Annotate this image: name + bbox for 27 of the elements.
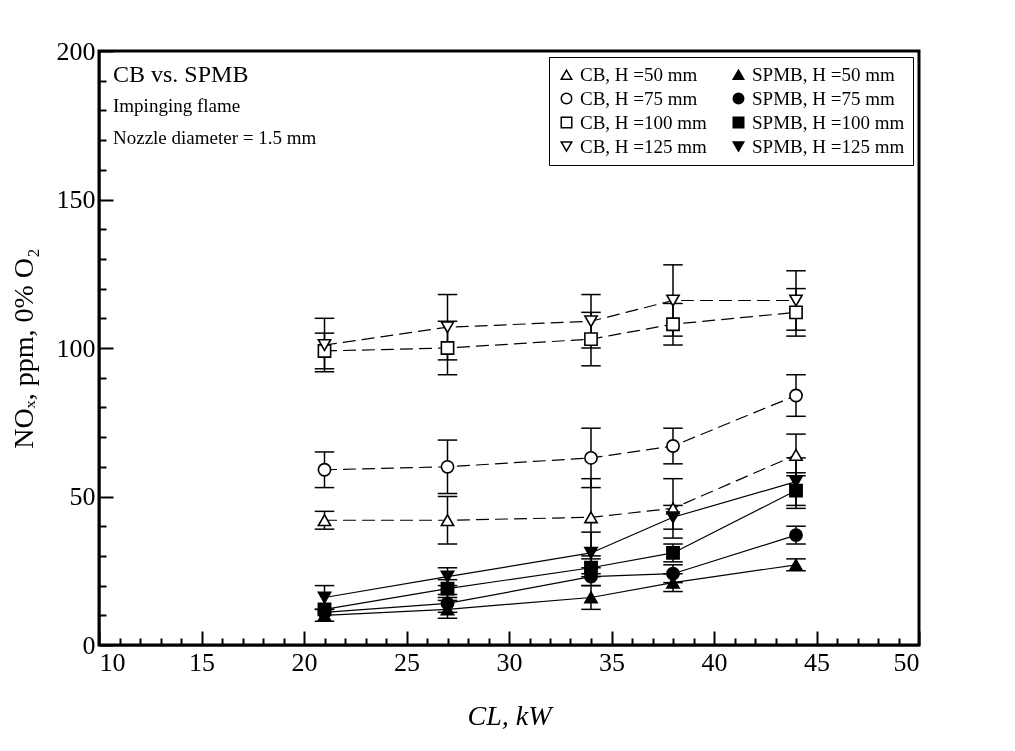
y-tick-label: 200 bbox=[56, 36, 96, 66]
x-tick-label: 20 bbox=[291, 647, 318, 677]
x-tick-label: 40 bbox=[701, 647, 728, 677]
y-tick-label: 100 bbox=[56, 333, 96, 363]
y-axis-title: NOₓ, ppm, 0% O₂ bbox=[7, 248, 39, 449]
x-tick-label: 10 bbox=[99, 647, 126, 677]
x-tick-label: 50 bbox=[893, 647, 920, 677]
annotation: Nozzle diameter = 1.5 mm bbox=[113, 127, 317, 148]
x-tick-label: 25 bbox=[394, 647, 420, 677]
y-tick-label: 50 bbox=[69, 482, 96, 511]
legend-label: CB, H =50 mm bbox=[580, 63, 698, 85]
legend-label: SPMB, H =125 mm bbox=[752, 135, 905, 157]
x-tick-label: 30 bbox=[496, 647, 523, 677]
x-axis-title: CL, kW bbox=[467, 699, 555, 731]
legend-label: CB, H =100 mm bbox=[580, 111, 708, 133]
legend-label: SPMB, H =75 mm bbox=[752, 87, 895, 109]
x-tick-label: 45 bbox=[804, 647, 830, 677]
y-tick-label: 150 bbox=[56, 185, 96, 214]
legend-label: SPMB, H =50 mm bbox=[752, 63, 895, 85]
x-tick-label: 15 bbox=[189, 647, 215, 677]
legend-label: SPMB, H =100 mm bbox=[752, 111, 905, 133]
annotation: Impinging flame bbox=[113, 95, 241, 116]
x-tick-label: 35 bbox=[599, 647, 625, 677]
legend-label: CB, H =75 mm bbox=[580, 87, 698, 109]
y-tick-label: 0 bbox=[82, 630, 96, 660]
legend-label: CB, H =125 mm bbox=[580, 135, 708, 157]
annotation: CB vs. SPMB bbox=[113, 61, 249, 87]
